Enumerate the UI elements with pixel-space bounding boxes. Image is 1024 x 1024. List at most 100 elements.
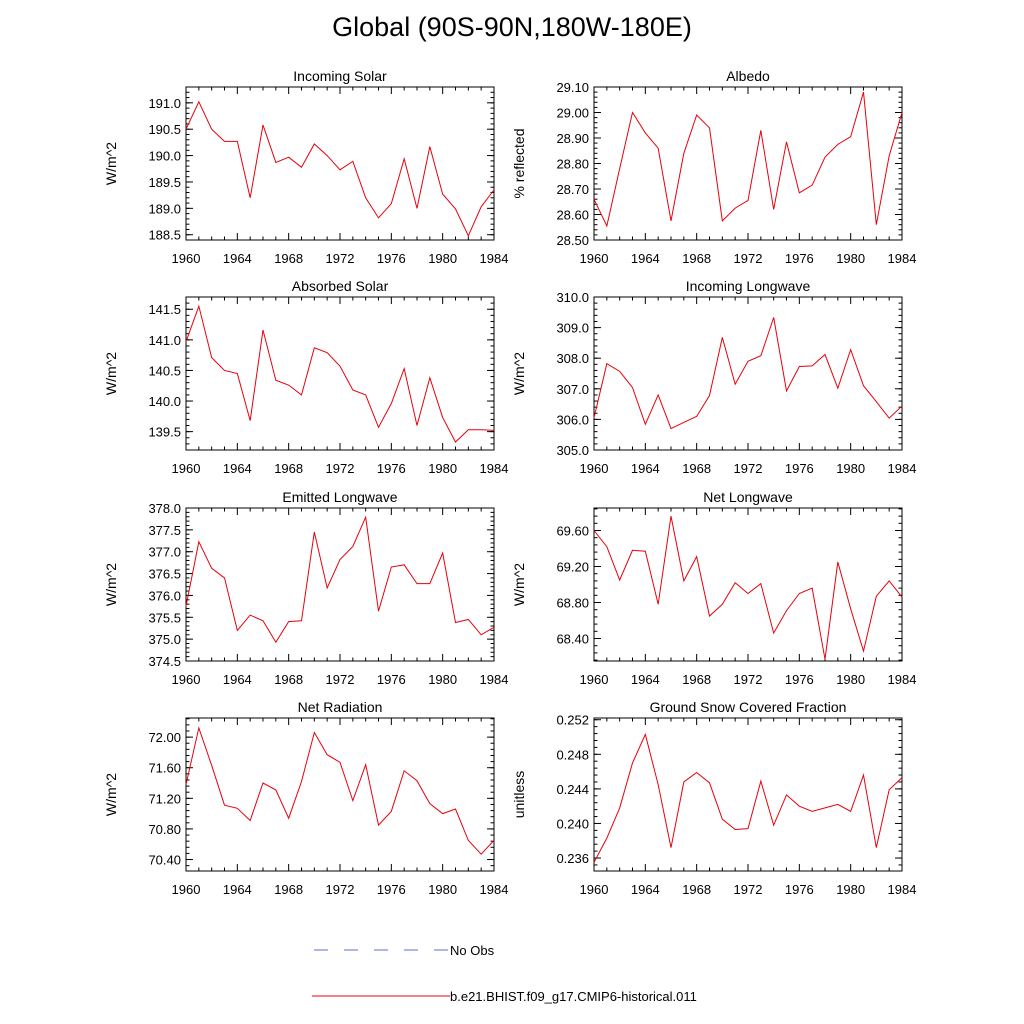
x-tick-label: 1980 [836, 251, 865, 266]
y-tick-label: 29.00 [556, 106, 589, 121]
y-axis-label: % reflected [511, 128, 527, 198]
y-tick-label: 0.236 [556, 851, 589, 866]
y-tick-label: 308.0 [556, 351, 589, 366]
x-tick-label: 1960 [580, 461, 609, 476]
x-tick-label: 1960 [172, 882, 201, 897]
x-tick-label: 1968 [274, 251, 303, 266]
y-tick-label: 189.5 [148, 175, 181, 190]
x-tick-label: 1976 [377, 882, 406, 897]
y-tick-label: 71.20 [148, 791, 181, 806]
x-tick-label: 1976 [377, 461, 406, 476]
x-tick-label: 1976 [377, 672, 406, 687]
plot-frame [185, 717, 495, 872]
panel-7: Ground Snow Covered Fraction unitless 1960… [511, 699, 916, 897]
panel-2: Absorbed Solar W/m^2 1960 1964 1968 1972 1976 1… [103, 278, 508, 476]
x-tick-label: 1964 [223, 461, 252, 476]
y-tick-label: 139.5 [148, 425, 181, 440]
x-tick-label: 1968 [274, 461, 303, 476]
panel-5: Net Longwave W/m^2 1960 1964 1968 1972 1976 198… [511, 489, 916, 687]
legend-model-label: b.e21.BHIST.f09_g17.CMIP6-historical.011 [450, 988, 697, 1004]
panel-3: Incoming Longwave W/m^2 1960 1964 1968 1972 19… [511, 278, 916, 476]
panel-title: Incoming Solar [293, 68, 387, 84]
x-tick-label: 1960 [580, 882, 609, 897]
y-tick-label: 68.40 [556, 632, 589, 647]
y-tick-label: 72.00 [148, 730, 181, 745]
x-tick-label: 1980 [836, 882, 865, 897]
x-tick-label: 1984 [888, 461, 917, 476]
y-tick-label: 189.0 [148, 201, 181, 216]
y-tick-label: 310.0 [556, 290, 589, 305]
x-tick-label: 1984 [480, 461, 509, 476]
x-tick-label: 1964 [223, 251, 252, 266]
series-line [185, 515, 495, 644]
y-tick-label: 70.40 [148, 853, 181, 868]
y-tick-label: 69.20 [556, 560, 589, 575]
y-tick-label: 375.5 [148, 610, 181, 625]
x-tick-label: 1980 [428, 461, 457, 476]
plot-frame [593, 86, 903, 241]
y-tick-label: 191.0 [148, 96, 181, 111]
y-tick-label: 375.0 [148, 632, 181, 647]
legend-obs-line [314, 949, 450, 951]
plot-frame [185, 86, 495, 241]
y-tick-label: 70.80 [148, 822, 181, 837]
panel-1: Albedo % reflected 1960 1964 1968 1972 1976 198… [511, 68, 916, 266]
x-tick-label: 1976 [377, 251, 406, 266]
x-tick-label: 1980 [428, 672, 457, 687]
y-tick-label: 307.0 [556, 382, 589, 397]
y-tick-label: 376.5 [148, 567, 181, 582]
x-tick-label: 1984 [480, 251, 509, 266]
x-tick-label: 1964 [223, 882, 252, 897]
legend-obs: No Obs [312, 940, 494, 960]
y-tick-label: 28.50 [556, 233, 589, 248]
x-tick-label: 1972 [734, 672, 763, 687]
series-line [593, 516, 903, 660]
y-tick-label: 0.240 [556, 816, 589, 831]
x-tick-label: 1984 [480, 882, 509, 897]
x-tick-label: 1976 [785, 882, 814, 897]
x-tick-label: 1972 [326, 461, 355, 476]
x-tick-label: 1972 [734, 882, 763, 897]
y-tick-label: 28.80 [556, 157, 589, 172]
x-tick-label: 1968 [274, 672, 303, 687]
series-line [185, 304, 495, 443]
y-tick-label: 306.0 [556, 412, 589, 427]
x-tick-label: 1964 [631, 461, 660, 476]
x-tick-label: 1960 [172, 251, 201, 266]
x-tick-label: 1980 [836, 672, 865, 687]
y-tick-label: 141.5 [148, 302, 181, 317]
y-tick-label: 305.0 [556, 443, 589, 458]
y-tick-label: 0.252 [556, 713, 589, 728]
y-tick-label: 71.60 [148, 761, 181, 776]
series-line [185, 726, 495, 855]
y-tick-label: 28.90 [556, 131, 589, 146]
x-tick-label: 1980 [428, 251, 457, 266]
plot-frame [593, 296, 903, 451]
plot-frame [593, 507, 903, 662]
x-tick-label: 1968 [682, 882, 711, 897]
x-tick-label: 1972 [734, 251, 763, 266]
y-tick-label: 28.60 [556, 208, 589, 223]
x-tick-label: 1980 [428, 882, 457, 897]
x-tick-label: 1972 [326, 672, 355, 687]
plot-frame [185, 507, 495, 662]
x-tick-label: 1984 [480, 672, 509, 687]
y-tick-label: 29.10 [556, 80, 589, 95]
series-line [593, 91, 903, 228]
x-tick-label: 1984 [888, 882, 917, 897]
y-axis-label: unitless [511, 771, 527, 818]
y-tick-label: 0.244 [556, 782, 589, 797]
panel-title: Net Radiation [298, 699, 383, 715]
y-tick-label: 377.5 [148, 523, 181, 538]
x-tick-label: 1972 [326, 251, 355, 266]
y-tick-label: 309.0 [556, 321, 589, 336]
plot-frame [593, 717, 903, 872]
panel-6: Net Radiation W/m^2 1960 1964 1968 1972 1976 19… [103, 699, 508, 897]
y-axis-label: W/m^2 [103, 773, 119, 816]
series-line [593, 317, 903, 430]
y-axis-label: W/m^2 [103, 142, 119, 185]
y-axis-label: W/m^2 [511, 352, 527, 395]
x-tick-label: 1976 [785, 461, 814, 476]
x-tick-label: 1960 [172, 461, 201, 476]
